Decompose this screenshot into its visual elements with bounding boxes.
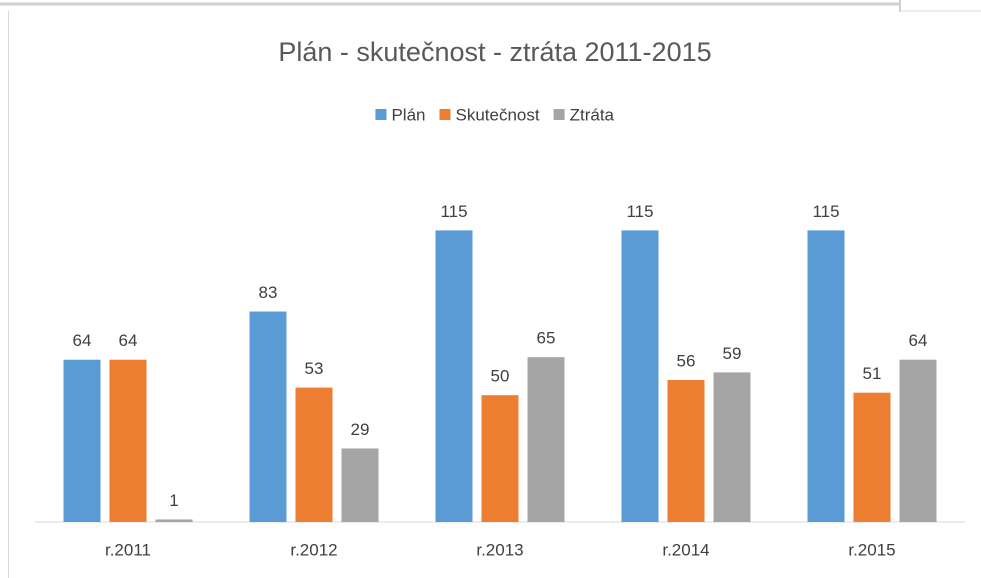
bar xyxy=(109,359,147,522)
data-label: 115 xyxy=(812,202,839,221)
data-label: 64 xyxy=(119,331,138,350)
data-label: 83 xyxy=(259,283,278,302)
bar xyxy=(853,392,891,522)
data-label: 115 xyxy=(626,202,653,221)
data-label: 65 xyxy=(537,329,556,348)
bar xyxy=(527,357,565,522)
x-tick-label: r.2012 xyxy=(290,540,337,559)
data-label: 115 xyxy=(440,202,467,221)
bar xyxy=(249,311,287,522)
bar xyxy=(155,519,193,522)
bar xyxy=(713,372,751,522)
data-label: 53 xyxy=(305,359,324,378)
bar xyxy=(63,359,101,522)
data-label: 64 xyxy=(73,331,92,350)
legend-swatch xyxy=(439,109,451,120)
legend-label: Skutečnost xyxy=(455,105,539,124)
legend-swatch xyxy=(375,109,387,120)
x-tick-label: r.2011 xyxy=(105,540,151,559)
data-label: 51 xyxy=(863,364,882,383)
data-label: 64 xyxy=(909,331,928,350)
data-label: 29 xyxy=(351,420,370,439)
x-tick-label: r.2014 xyxy=(662,540,709,559)
data-label: 50 xyxy=(491,367,510,386)
data-label: 56 xyxy=(677,351,696,370)
x-tick-label: r.2013 xyxy=(476,540,523,559)
legend-label: Plán xyxy=(391,105,425,124)
bar xyxy=(481,395,519,522)
legend-swatch xyxy=(553,109,565,120)
bar xyxy=(295,387,333,522)
legend: Plán Skutečnost Ztráta xyxy=(375,105,615,124)
bar xyxy=(899,359,937,522)
bar xyxy=(341,448,379,522)
data-label: 1 xyxy=(169,491,178,510)
bar xyxy=(667,380,705,522)
legend-label: Ztráta xyxy=(570,105,615,124)
chart-title: Plán - skutečnost - ztráta 2011-2015 xyxy=(278,37,711,67)
x-tick-label: r.2015 xyxy=(848,540,895,559)
data-label: 59 xyxy=(723,344,742,363)
bar xyxy=(621,230,659,522)
bar xyxy=(435,230,473,522)
bar xyxy=(807,230,845,522)
